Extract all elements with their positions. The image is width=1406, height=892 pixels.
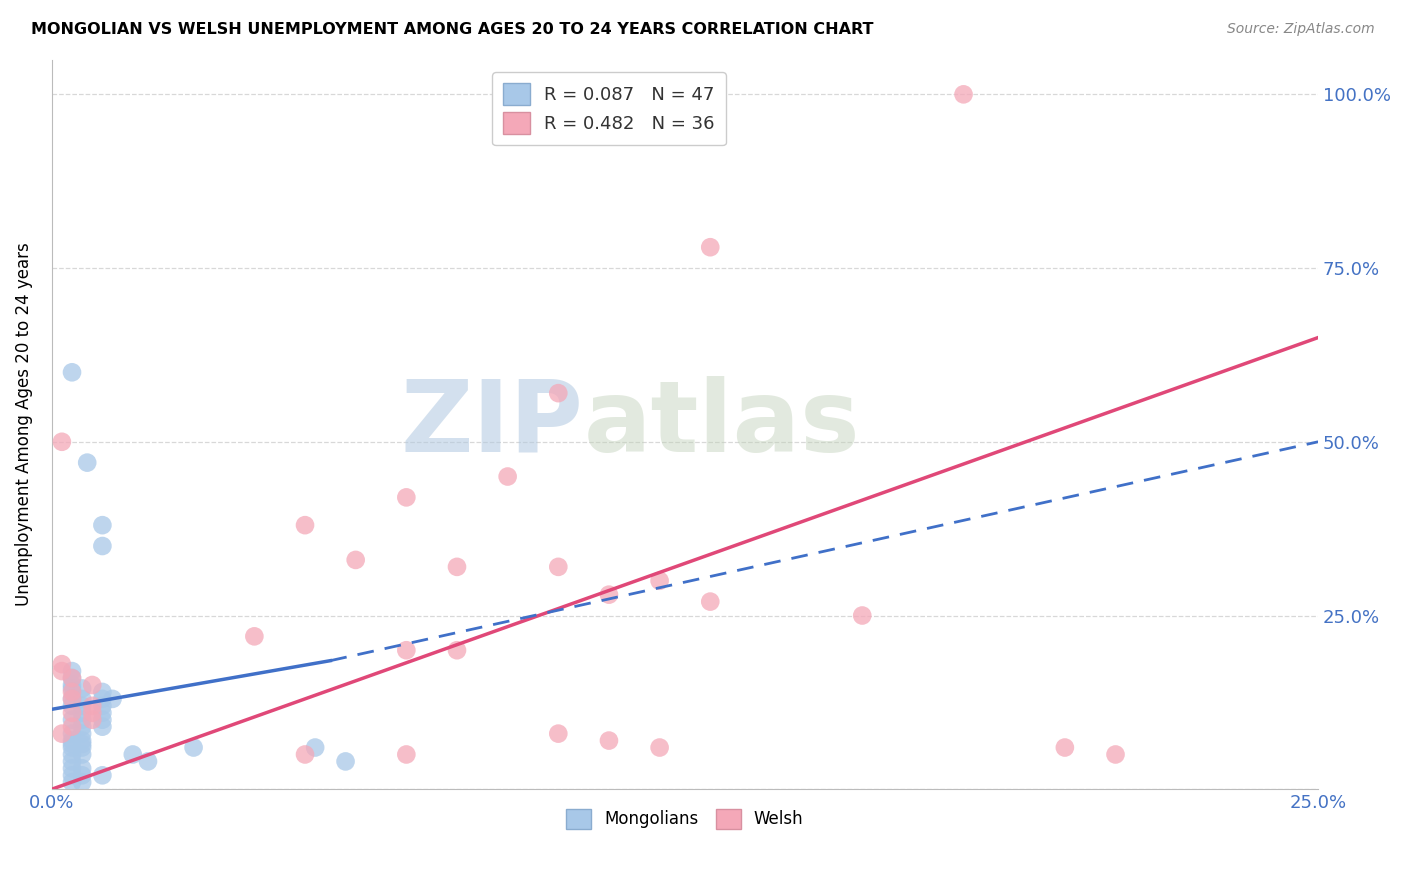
Point — [60, 768, 83, 782]
Y-axis label: Unemployment Among Ages 20 to 24 years: Unemployment Among Ages 20 to 24 years — [15, 243, 32, 607]
Point — [648, 740, 671, 755]
Point — [70, 720, 93, 734]
Point — [60, 365, 83, 379]
Point — [60, 761, 83, 775]
Point — [395, 747, 418, 762]
Point — [1104, 747, 1126, 762]
Point — [446, 643, 468, 657]
Point — [51, 726, 73, 740]
Point — [446, 559, 468, 574]
Point — [183, 740, 205, 755]
Point — [60, 775, 83, 789]
Point — [294, 747, 316, 762]
Point — [70, 726, 93, 740]
Point — [60, 671, 83, 685]
Point — [952, 87, 974, 102]
Point — [60, 671, 83, 685]
Point — [60, 692, 83, 706]
Text: atlas: atlas — [583, 376, 860, 473]
Point — [60, 706, 83, 720]
Point — [699, 594, 721, 608]
Point — [82, 706, 104, 720]
Point — [82, 698, 104, 713]
Point — [547, 386, 569, 401]
Point — [70, 706, 93, 720]
Point — [335, 755, 357, 769]
Point — [101, 692, 124, 706]
Point — [51, 657, 73, 672]
Point — [91, 706, 114, 720]
Point — [598, 588, 620, 602]
Point — [344, 553, 367, 567]
Point — [91, 692, 114, 706]
Point — [1053, 740, 1076, 755]
Point — [60, 755, 83, 769]
Point — [60, 664, 83, 678]
Point — [70, 740, 93, 755]
Point — [496, 469, 519, 483]
Point — [51, 434, 73, 449]
Point — [70, 768, 93, 782]
Point — [60, 740, 83, 755]
Point — [76, 456, 98, 470]
Point — [70, 692, 93, 706]
Point — [82, 678, 104, 692]
Point — [304, 740, 326, 755]
Text: MONGOLIAN VS WELSH UNEMPLOYMENT AMONG AGES 20 TO 24 YEARS CORRELATION CHART: MONGOLIAN VS WELSH UNEMPLOYMENT AMONG AG… — [31, 22, 873, 37]
Point — [91, 713, 114, 727]
Point — [294, 518, 316, 533]
Text: ZIP: ZIP — [401, 376, 583, 473]
Point — [547, 726, 569, 740]
Point — [851, 608, 873, 623]
Point — [60, 737, 83, 751]
Point — [70, 733, 93, 747]
Point — [121, 747, 143, 762]
Point — [91, 720, 114, 734]
Point — [82, 713, 104, 727]
Point — [598, 733, 620, 747]
Point — [243, 629, 266, 643]
Point — [60, 678, 83, 692]
Point — [70, 775, 93, 789]
Point — [547, 559, 569, 574]
Point — [91, 539, 114, 553]
Point — [60, 713, 83, 727]
Point — [648, 574, 671, 588]
Point — [91, 698, 114, 713]
Point — [395, 491, 418, 505]
Point — [70, 737, 93, 751]
Point — [60, 720, 83, 734]
Point — [60, 692, 83, 706]
Point — [60, 685, 83, 699]
Point — [60, 698, 83, 713]
Point — [91, 768, 114, 782]
Point — [60, 681, 83, 696]
Point — [60, 747, 83, 762]
Point — [91, 685, 114, 699]
Legend: Mongolians, Welsh: Mongolians, Welsh — [560, 802, 810, 836]
Point — [70, 713, 93, 727]
Point — [699, 240, 721, 254]
Point — [60, 726, 83, 740]
Point — [136, 755, 159, 769]
Point — [70, 681, 93, 696]
Point — [51, 664, 73, 678]
Point — [91, 518, 114, 533]
Point — [70, 747, 93, 762]
Point — [60, 733, 83, 747]
Point — [70, 698, 93, 713]
Point — [70, 761, 93, 775]
Point — [395, 643, 418, 657]
Text: Source: ZipAtlas.com: Source: ZipAtlas.com — [1227, 22, 1375, 37]
